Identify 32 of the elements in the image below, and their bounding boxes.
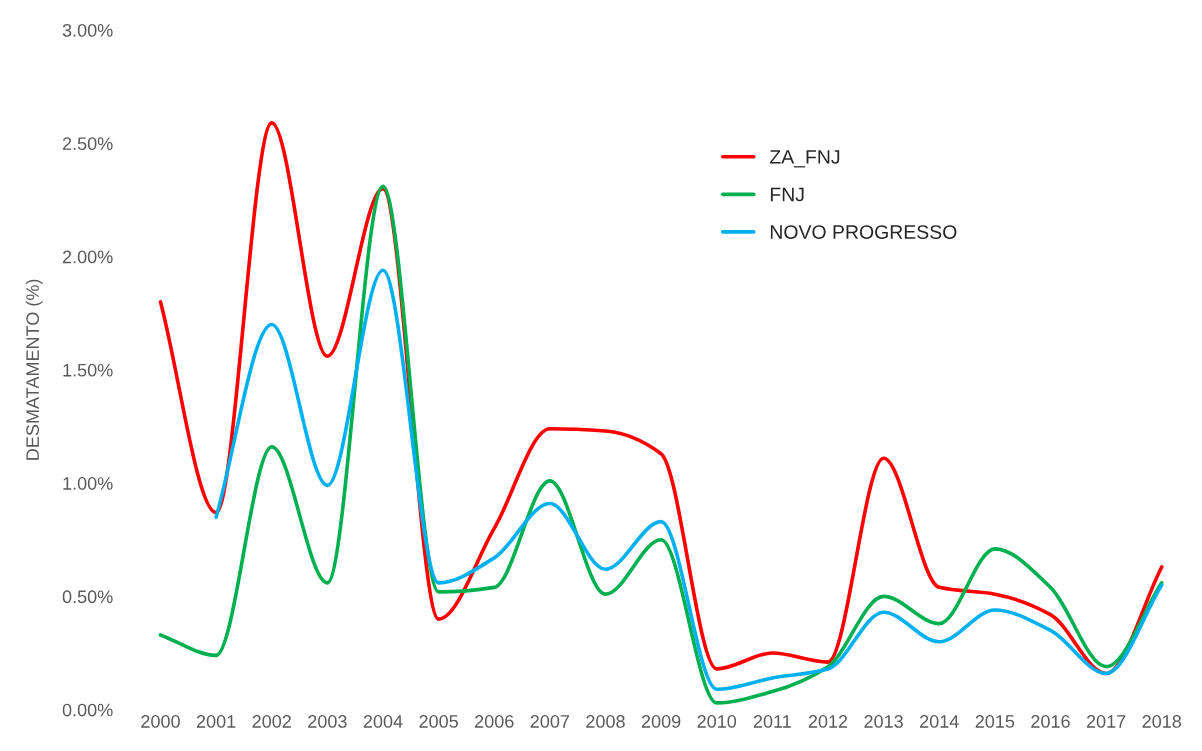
y-tick-label: 0.50% — [62, 590, 113, 604]
y-tick-label: 1.50% — [63, 363, 113, 377]
x-tick-label: 2005 — [419, 715, 458, 728]
x-tick-label: 2015 — [975, 715, 1015, 728]
x-tick-label: 2008 — [586, 715, 625, 728]
x-tick-label: 2004 — [363, 715, 403, 728]
legend-label: ZA_FNJ — [769, 150, 840, 168]
x-tick-label: 2001 — [196, 715, 236, 728]
y-tick-label: 1.00% — [63, 477, 113, 490]
y-tick-label: 0.00% — [62, 703, 113, 717]
x-tick-label: 2009 — [641, 715, 681, 728]
line-series — [214, 268, 1164, 692]
x-tick-label: 2012 — [808, 715, 848, 728]
x-tick-label: 2018 — [1142, 715, 1182, 728]
legend-label: NOVO PROGRESSO — [770, 225, 957, 239]
x-tick-label: 2017 — [1086, 715, 1126, 728]
line-series — [158, 184, 1164, 705]
x-tick-label: 2016 — [1031, 715, 1070, 728]
y-tick-label: 2.00% — [62, 250, 113, 264]
x-tick-label: 2013 — [864, 715, 903, 728]
x-tick-label: 2006 — [475, 715, 514, 728]
x-tick-label: 2007 — [530, 715, 570, 728]
x-tick-label: 2010 — [697, 715, 737, 728]
x-tick-label: 2000 — [141, 715, 180, 728]
x-tick-label: 2014 — [920, 715, 959, 728]
legend-label: FNJ — [770, 187, 804, 202]
y-axis-title: DESMATAMENTO (%) — [25, 279, 43, 460]
x-tick-label: 2011 — [753, 715, 791, 728]
y-tick-label: 3.00% — [62, 23, 113, 37]
x-tick-label: 2003 — [308, 715, 347, 728]
x-tick-label: 2002 — [252, 715, 291, 728]
y-tick-label: 2.50% — [62, 137, 113, 151]
